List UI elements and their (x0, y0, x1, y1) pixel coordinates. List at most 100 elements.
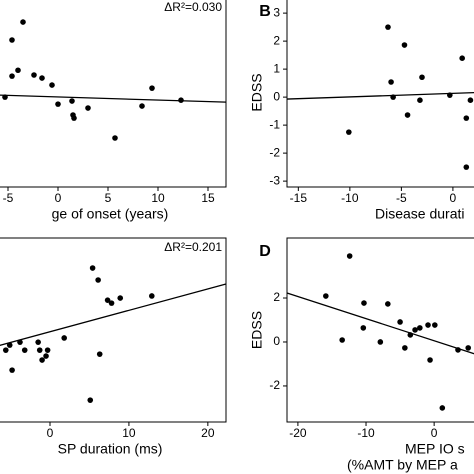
panel-label: D (259, 243, 271, 260)
x-tick-label: -20 (289, 426, 307, 440)
data-point (71, 115, 77, 121)
plot-frame (0, 0, 227, 188)
x-axis-label: ge of onset (years) (52, 206, 169, 222)
data-point (108, 300, 115, 306)
data-point (95, 277, 101, 283)
x-tick-label: -10 (341, 191, 359, 205)
data-point (417, 97, 423, 103)
data-point (69, 98, 75, 104)
data-point (339, 337, 345, 343)
data-point (112, 135, 118, 141)
x-tick-label: 15 (201, 191, 215, 205)
x-axis-label: Disease durati (375, 206, 465, 222)
data-point (139, 103, 145, 109)
data-point (463, 164, 470, 170)
trend-line (0, 94, 227, 103)
x-axis-label: (%AMT by MEP a (347, 457, 458, 473)
plot-frame (286, 0, 474, 188)
data-point (397, 319, 403, 325)
data-point (2, 347, 9, 353)
panel-label: B (259, 3, 271, 20)
x-axis-label: SP duration (ms) (58, 441, 163, 457)
x-tick-label: 10 (122, 426, 136, 440)
data-point (15, 67, 21, 74)
y-tick-label: -3 (269, 173, 280, 187)
trend-line (286, 292, 474, 355)
x-tick-label: -15 (290, 191, 308, 205)
data-point (9, 367, 15, 373)
data-point (31, 72, 37, 78)
data-point (21, 347, 28, 353)
x-tick-label: 10 (151, 191, 165, 205)
data-point (117, 295, 124, 301)
data-point (149, 293, 155, 299)
data-point (385, 301, 391, 307)
data-point (35, 339, 41, 345)
x-tick-label: -5 (3, 191, 14, 205)
data-point (43, 353, 49, 359)
data-point (361, 300, 367, 306)
annotation: ΔR²=0.201 (164, 240, 222, 254)
data-point (44, 347, 51, 353)
x-tick-label: 0 (47, 426, 54, 440)
data-point (323, 293, 329, 299)
x-tick-label: 5 (105, 191, 112, 205)
data-point (149, 85, 155, 91)
data-point (61, 335, 67, 341)
data-point (402, 345, 408, 351)
data-point (55, 101, 61, 107)
trend-line (0, 283, 227, 347)
plot-frame (0, 237, 227, 423)
y-tick-label: 1 (273, 61, 280, 75)
plot-frame (286, 237, 474, 423)
data-point (417, 325, 423, 331)
x-axis-label: MEP IO s (405, 441, 465, 457)
y-tick-label: 2 (273, 33, 280, 47)
y-tick-label: 2 (273, 290, 280, 304)
y-tick-label: 3 (273, 5, 280, 19)
data-point (439, 405, 446, 411)
data-point (39, 75, 45, 81)
y-tick-label: 0 (273, 334, 280, 348)
data-point (20, 19, 26, 25)
data-point (346, 129, 352, 135)
data-point (385, 24, 391, 30)
data-point (89, 265, 96, 271)
data-point (427, 357, 433, 363)
x-tick-label: 0 (431, 426, 438, 440)
data-point (49, 82, 55, 88)
data-point (39, 357, 45, 363)
x-tick-label: -5 (396, 191, 407, 205)
annotation: ΔR²=0.030 (164, 0, 222, 14)
data-point (401, 42, 408, 48)
data-point (104, 297, 111, 303)
data-point (9, 73, 15, 79)
data-point (346, 253, 353, 259)
data-point (85, 105, 91, 111)
data-point (419, 74, 425, 81)
data-point (425, 322, 431, 328)
x-tick-label: 20 (201, 426, 215, 440)
x-tick-label: -10 (357, 426, 375, 440)
data-point (465, 345, 472, 351)
y-tick-label: -1 (269, 117, 280, 131)
y-axis-label: EDSS (249, 311, 265, 349)
data-point (404, 112, 411, 118)
y-tick-label: -2 (269, 145, 280, 159)
data-point (87, 397, 94, 403)
data-point (36, 347, 43, 353)
data-point (388, 79, 394, 85)
data-point (377, 339, 384, 345)
trend-line (286, 91, 474, 100)
y-tick-label: -2 (269, 378, 280, 392)
data-point (467, 97, 474, 103)
data-point (96, 351, 103, 357)
x-tick-label: 0 (450, 191, 457, 205)
y-axis-label: EDSS (249, 73, 265, 111)
data-point (459, 55, 465, 61)
x-tick-label: 0 (55, 191, 62, 205)
data-point (9, 37, 15, 43)
y-tick-label: 0 (273, 89, 280, 103)
data-point (432, 322, 438, 328)
